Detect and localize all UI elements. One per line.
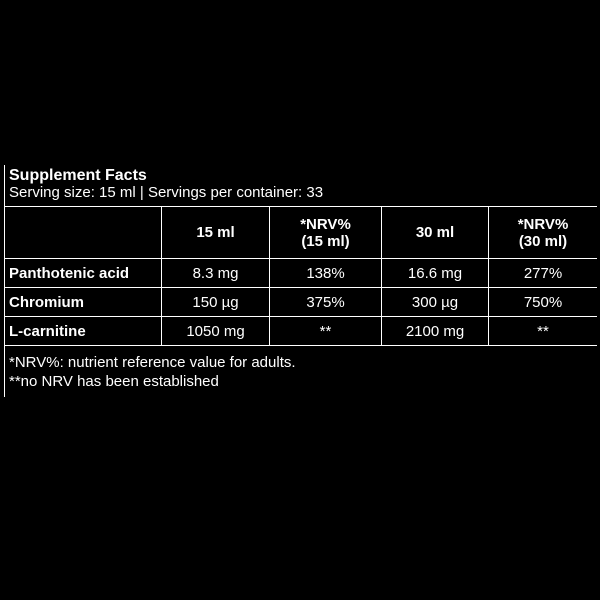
table-cell: 150 µg xyxy=(161,287,270,317)
nutrient-name: Chromium xyxy=(5,287,162,317)
header-row: 15 ml *NRV% (15 ml) 30 ml *NRV% (30 ml) xyxy=(5,206,597,259)
table-cell: 300 µg xyxy=(381,287,489,317)
table-cell: 750% xyxy=(488,287,597,317)
table-cell: 2100 mg xyxy=(381,316,489,346)
table-cell: 138% xyxy=(269,258,382,288)
header-cell: 30 ml xyxy=(381,206,489,259)
table-row: L-carnitine 1050 mg ** 2100 mg ** xyxy=(5,316,597,346)
facts-table: 15 ml *NRV% (15 ml) 30 ml *NRV% (30 ml) … xyxy=(5,206,597,346)
supplement-facts-panel: Supplement Facts Serving size: 15 ml | S… xyxy=(4,165,597,397)
title: Supplement Facts xyxy=(9,167,147,184)
header-cell xyxy=(5,206,162,259)
table-cell: 1050 mg xyxy=(161,316,270,346)
table-row: Chromium 150 µg 375% 300 µg 750% xyxy=(5,287,597,317)
header-cell: *NRV% (30 ml) xyxy=(488,206,597,259)
serving-info: Serving size: 15 ml | Servings per conta… xyxy=(9,184,324,201)
footnote: **no NRV has been established xyxy=(9,373,219,390)
footnote: *NRV%: nutrient reference value for adul… xyxy=(9,354,296,371)
table-cell: ** xyxy=(488,316,597,346)
nutrient-name: L-carnitine xyxy=(5,316,162,346)
table-row: Panthotenic acid 8.3 mg 138% 16.6 mg 277% xyxy=(5,258,597,288)
table-cell: 375% xyxy=(269,287,382,317)
header-cell: *NRV% (15 ml) xyxy=(269,206,382,259)
header-cell: 15 ml xyxy=(161,206,270,259)
table-cell: 277% xyxy=(488,258,597,288)
table-cell: ** xyxy=(269,316,382,346)
table-cell: 16.6 mg xyxy=(381,258,489,288)
nutrient-name: Panthotenic acid xyxy=(5,258,162,288)
table-cell: 8.3 mg xyxy=(161,258,270,288)
